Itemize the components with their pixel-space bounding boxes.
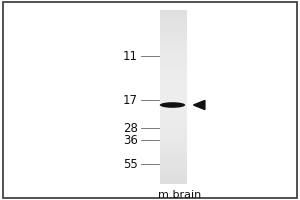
Bar: [160, 149, 188, 153]
Bar: [160, 45, 188, 48]
Text: 55: 55: [123, 158, 138, 170]
Bar: [160, 166, 188, 170]
Ellipse shape: [160, 102, 185, 108]
Bar: [160, 90, 188, 94]
Bar: [160, 17, 188, 20]
Bar: [160, 86, 188, 90]
Bar: [160, 100, 188, 104]
Bar: [160, 20, 188, 24]
Bar: [160, 76, 188, 80]
Polygon shape: [194, 100, 205, 110]
Bar: [160, 55, 188, 59]
Text: 28: 28: [123, 121, 138, 134]
Bar: [160, 125, 188, 128]
Bar: [160, 121, 188, 125]
Bar: [160, 34, 188, 38]
Bar: [160, 27, 188, 31]
Bar: [160, 52, 188, 55]
Bar: [160, 104, 188, 107]
Bar: [160, 118, 188, 121]
Bar: [160, 128, 188, 132]
Bar: [160, 146, 188, 149]
Text: 11: 11: [123, 49, 138, 62]
Bar: [160, 31, 188, 34]
Bar: [160, 48, 188, 52]
Bar: [160, 163, 188, 167]
Text: m.brain: m.brain: [158, 190, 202, 200]
Bar: [160, 97, 188, 100]
Bar: [160, 107, 188, 111]
Text: 36: 36: [123, 134, 138, 146]
Bar: [160, 59, 188, 62]
Bar: [160, 38, 188, 41]
Bar: [160, 156, 188, 160]
Bar: [160, 173, 188, 177]
Bar: [160, 83, 188, 87]
Bar: [160, 65, 188, 69]
Bar: [160, 177, 188, 181]
Bar: [160, 170, 188, 174]
Bar: [160, 152, 188, 156]
Bar: [160, 13, 188, 17]
Bar: [160, 69, 188, 73]
Bar: [160, 159, 188, 163]
Bar: [160, 135, 188, 139]
Bar: [160, 142, 188, 146]
Bar: [160, 114, 188, 118]
Bar: [160, 79, 188, 83]
Bar: [160, 41, 188, 45]
Bar: [160, 111, 188, 114]
Bar: [160, 24, 188, 27]
Bar: [160, 180, 188, 184]
Bar: [160, 132, 188, 135]
Bar: [160, 72, 188, 76]
Bar: [160, 10, 188, 13]
Bar: [160, 62, 188, 66]
Bar: [160, 139, 188, 142]
Bar: [160, 93, 188, 97]
Text: 17: 17: [123, 94, 138, 106]
